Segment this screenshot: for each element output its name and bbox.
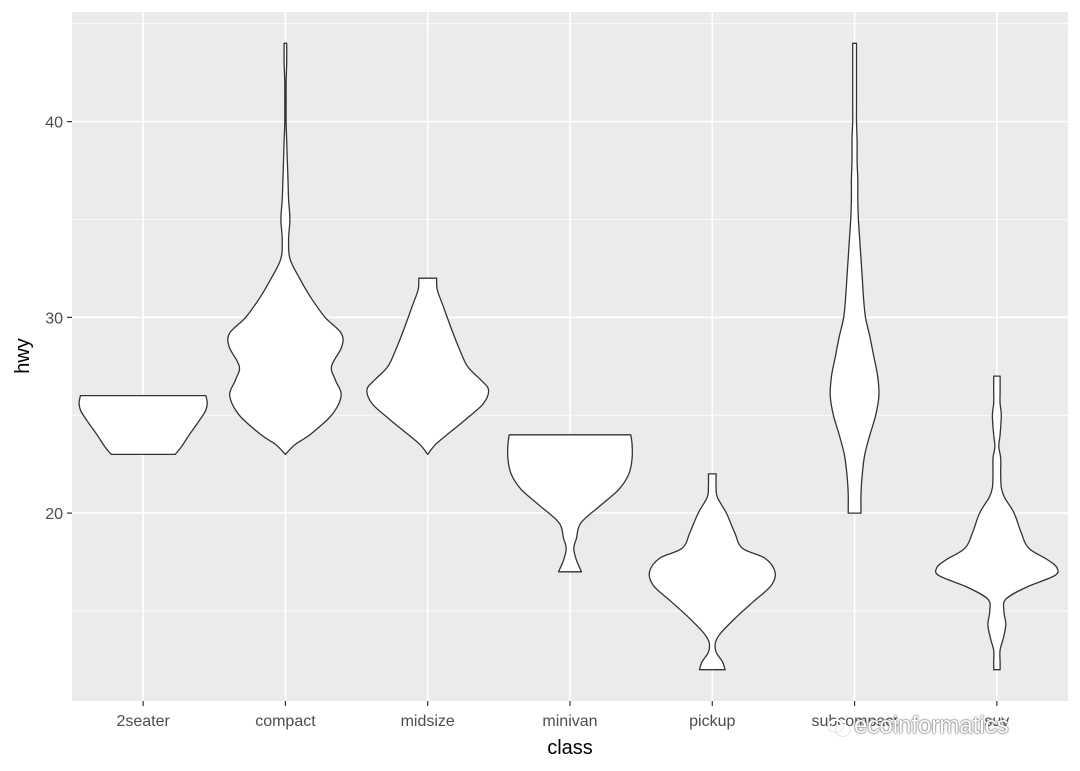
x-tick-label-compact: compact [255,713,316,730]
x-tick-label-midsize: midsize [401,713,455,730]
violin-pickup [648,473,777,671]
wechat-icon [828,717,850,736]
violin-2seater [78,394,208,456]
x-tick-label-suv: suv [984,713,1009,730]
violin-minivan [506,434,634,573]
violins [78,42,1059,671]
watermark: ecoinformatics [828,712,1009,740]
x-tick-label-minivan: minivan [542,713,597,730]
violin-midsize [366,277,490,456]
x-tick-label-2seater: 2seater [116,713,170,730]
y-axis-ticks: 20 30 40 [45,115,72,523]
y-tick-label: 30 [45,310,63,327]
watermark-text: ecoinformatics [854,712,1009,739]
x-tick-label-pickup: pickup [689,713,735,730]
y-axis-title: hwy [12,338,34,374]
violin-subcompact [829,42,880,514]
violin-suv [934,375,1059,671]
x-axis-title: class [547,737,593,759]
y-tick-label: 40 [45,115,63,132]
y-tick-label: 20 [45,506,63,523]
x-axis-ticks: 2seater compact midsize minivan pickup subcom… [116,701,1009,730]
violin-compact [227,42,344,456]
